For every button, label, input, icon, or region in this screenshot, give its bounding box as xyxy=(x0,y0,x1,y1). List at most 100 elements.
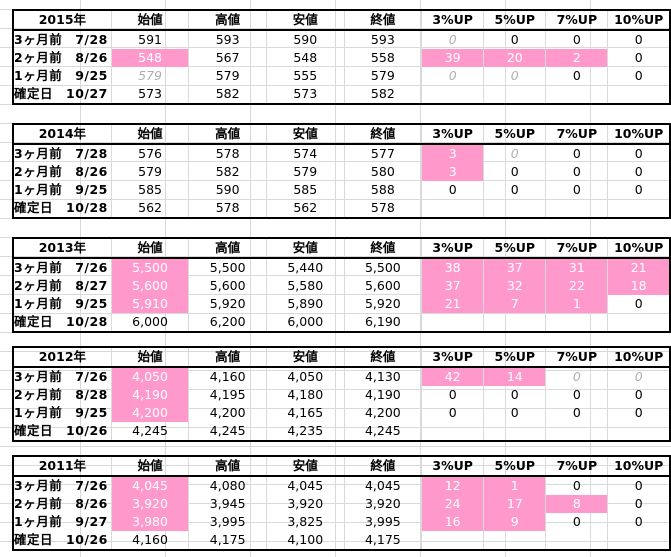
price-cell[interactable]: 3,920 xyxy=(343,495,422,513)
price-cell[interactable]: 4,245 xyxy=(188,422,267,442)
count-cell[interactable]: 0 xyxy=(421,67,484,85)
price-cell[interactable]: 5,600 xyxy=(188,277,267,295)
count-cell[interactable] xyxy=(607,85,670,105)
count-cell[interactable]: 0 xyxy=(607,476,670,495)
count-cell[interactable] xyxy=(421,531,484,551)
price-cell[interactable]: 4,200 xyxy=(188,404,267,422)
count-cell[interactable]: 0 xyxy=(421,386,484,404)
price-cell[interactable]: 5,580 xyxy=(265,277,345,295)
column-header[interactable]: 高値 xyxy=(188,347,267,368)
count-cell[interactable]: 31 xyxy=(545,258,608,277)
count-cell[interactable]: 0 xyxy=(607,495,670,513)
price-cell[interactable]: 579 xyxy=(188,67,267,85)
row-label[interactable]: 1ヶ月前 9/25 xyxy=(11,67,112,85)
price-cell[interactable]: 4,175 xyxy=(343,531,422,551)
row-label[interactable]: 3ヶ月前 7/28 xyxy=(11,30,112,49)
price-cell[interactable]: 4,175 xyxy=(188,531,267,551)
price-cell[interactable]: 573 xyxy=(265,85,345,105)
count-cell[interactable]: 0 xyxy=(421,181,484,199)
price-cell[interactable]: 578 xyxy=(343,199,422,219)
price-cell[interactable]: 588 xyxy=(343,181,422,199)
row-label[interactable]: 2ヶ月前 8/26 xyxy=(11,495,112,513)
count-cell[interactable]: 3 xyxy=(421,144,484,163)
price-cell[interactable]: 4,045 xyxy=(110,476,189,495)
year-label[interactable]: 2013年 xyxy=(11,238,112,259)
count-cell[interactable]: 2 xyxy=(545,49,608,67)
count-cell[interactable]: 0 xyxy=(483,67,546,85)
count-cell[interactable]: 21 xyxy=(421,295,484,313)
column-header[interactable]: 高値 xyxy=(188,238,267,259)
price-cell[interactable]: 5,440 xyxy=(265,258,345,277)
column-header[interactable]: 安値 xyxy=(265,124,345,145)
price-cell[interactable]: 5,500 xyxy=(188,258,267,277)
count-cell[interactable] xyxy=(483,199,546,219)
price-cell[interactable]: 579 xyxy=(110,163,189,181)
price-cell[interactable]: 4,045 xyxy=(265,476,345,495)
price-cell[interactable]: 5,500 xyxy=(110,258,189,277)
column-header[interactable]: 3%UP xyxy=(421,456,484,477)
row-label[interactable]: 確定日 10/28 xyxy=(11,199,112,219)
row-label[interactable]: 確定日 10/26 xyxy=(11,422,112,442)
column-header[interactable]: 始値 xyxy=(110,347,189,368)
column-header[interactable]: 3%UP xyxy=(421,238,484,259)
count-cell[interactable]: 0 xyxy=(545,67,608,85)
price-cell[interactable]: 573 xyxy=(110,85,189,105)
column-header[interactable]: 高値 xyxy=(188,456,267,477)
row-label[interactable]: 2ヶ月前 8/26 xyxy=(11,163,112,181)
price-cell[interactable]: 4,080 xyxy=(188,476,267,495)
price-cell[interactable]: 6,200 xyxy=(188,313,267,333)
count-cell[interactable]: 1 xyxy=(483,476,546,495)
column-header[interactable]: 7%UP xyxy=(545,456,608,477)
count-cell[interactable]: 37 xyxy=(483,258,546,277)
count-cell[interactable]: 39 xyxy=(421,49,484,67)
count-cell[interactable]: 0 xyxy=(421,30,484,49)
count-cell[interactable]: 0 xyxy=(483,163,546,181)
price-cell[interactable]: 590 xyxy=(265,30,345,49)
row-label[interactable]: 2ヶ月前 8/28 xyxy=(11,386,112,404)
count-cell[interactable] xyxy=(483,422,546,442)
column-header[interactable]: 高値 xyxy=(188,10,267,31)
price-cell[interactable]: 590 xyxy=(188,181,267,199)
count-cell[interactable]: 0 xyxy=(545,513,608,531)
row-label[interactable]: 確定日 10/28 xyxy=(11,313,112,333)
count-cell[interactable]: 7 xyxy=(483,295,546,313)
column-header[interactable]: 終値 xyxy=(343,347,422,368)
price-cell[interactable]: 6,000 xyxy=(265,313,345,333)
year-label[interactable]: 2015年 xyxy=(11,10,112,31)
column-header[interactable]: 終値 xyxy=(343,238,422,259)
column-header[interactable]: 安値 xyxy=(265,238,345,259)
count-cell[interactable]: 3 xyxy=(421,163,484,181)
row-label[interactable]: 3ヶ月前 7/26 xyxy=(11,258,112,277)
price-cell[interactable]: 4,160 xyxy=(110,531,189,551)
count-cell[interactable]: 18 xyxy=(607,277,670,295)
price-cell[interactable]: 582 xyxy=(343,85,422,105)
count-cell[interactable]: 0 xyxy=(483,181,546,199)
row-label[interactable]: 3ヶ月前 7/26 xyxy=(11,476,112,495)
column-header[interactable]: 終値 xyxy=(343,10,422,31)
column-header[interactable]: 3%UP xyxy=(421,10,484,31)
column-header[interactable]: 7%UP xyxy=(545,238,608,259)
column-header[interactable]: 7%UP xyxy=(545,10,608,31)
price-cell[interactable]: 4,195 xyxy=(188,386,267,404)
row-label[interactable]: 1ヶ月前 9/25 xyxy=(11,181,112,199)
count-cell[interactable] xyxy=(483,85,546,105)
column-header[interactable]: 5%UP xyxy=(483,124,546,145)
price-cell[interactable]: 6,190 xyxy=(343,313,422,333)
price-cell[interactable]: 548 xyxy=(110,49,189,67)
price-cell[interactable]: 4,245 xyxy=(110,422,189,442)
price-cell[interactable]: 4,100 xyxy=(265,531,345,551)
price-cell[interactable]: 578 xyxy=(188,199,267,219)
column-header[interactable]: 5%UP xyxy=(483,456,546,477)
count-cell[interactable]: 0 xyxy=(607,404,670,422)
row-label[interactable]: 2ヶ月前 8/27 xyxy=(11,277,112,295)
price-cell[interactable]: 582 xyxy=(188,163,267,181)
count-cell[interactable]: 0 xyxy=(421,404,484,422)
column-header[interactable]: 安値 xyxy=(265,347,345,368)
price-cell[interactable]: 555 xyxy=(265,67,345,85)
count-cell[interactable]: 32 xyxy=(483,277,546,295)
column-header[interactable]: 終値 xyxy=(343,124,422,145)
count-cell[interactable]: 8 xyxy=(545,495,608,513)
count-cell[interactable]: 0 xyxy=(545,163,608,181)
price-cell[interactable]: 3,825 xyxy=(265,513,345,531)
row-label[interactable]: 1ヶ月前 9/25 xyxy=(11,404,112,422)
